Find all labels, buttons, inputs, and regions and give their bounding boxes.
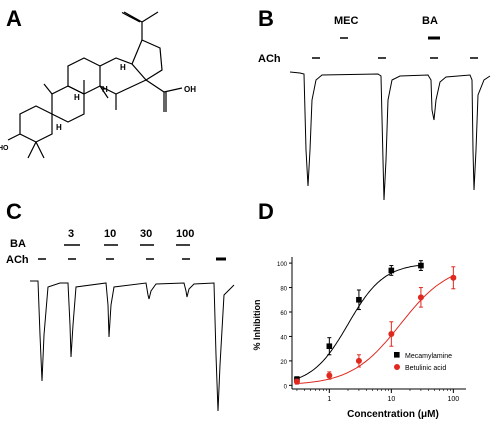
ach-application-bars-b: [312, 36, 478, 59]
legend-marker: [394, 352, 400, 358]
data-point: [355, 357, 362, 364]
data-point: [417, 294, 424, 301]
panel-d: D 0 20 40 60 80 100 1 10 100 Mecamylamine Betulin…: [240, 195, 500, 424]
y-tick-label: 60: [280, 311, 287, 317]
data-point: [388, 267, 395, 274]
y-tick-label: 0: [284, 384, 288, 390]
legend-label: Betulinic acid: [405, 365, 446, 372]
conc-3: 3: [68, 228, 75, 240]
panel-b: B MEC BA ACh: [250, 0, 500, 200]
conc-10: 10: [104, 228, 117, 240]
x-tick-label: 1: [327, 396, 331, 403]
data-point: [450, 274, 457, 281]
x-tick-label: 10: [387, 396, 395, 403]
panel-b-label: B: [258, 6, 274, 31]
y-tick-label: 80: [280, 287, 287, 293]
panel-d-label: D: [258, 199, 274, 224]
h-label-1: H: [120, 63, 126, 72]
y-tick-label: 20: [280, 360, 287, 366]
data-point: [388, 331, 395, 337]
data-point: [326, 372, 333, 379]
panel-a-label: A: [6, 6, 22, 31]
h-label-4: H: [56, 123, 62, 132]
acid-label: OH: [184, 85, 196, 94]
data-point: [356, 296, 362, 303]
h-label-3: H: [74, 93, 80, 102]
data-point: [293, 378, 300, 385]
mec-label: MEC: [334, 15, 359, 27]
y-axis-label: % Inhibition: [252, 300, 262, 351]
legend-marker: [394, 364, 400, 370]
conc-30: 30: [140, 228, 153, 240]
conc-100: 100: [176, 228, 195, 240]
betulinic-acid-structure: OH HO H H H H: [0, 11, 196, 159]
ach-label-c: ACh: [6, 254, 29, 266]
panel-c-traces: [30, 244, 235, 412]
x-tick-label: 100: [447, 396, 459, 403]
ach-label-b: ACh: [258, 53, 281, 65]
fit-curve: [296, 275, 454, 385]
panel-c: C 3 10 30 100 BA ACh: [0, 195, 240, 424]
panel-c-label: C: [6, 199, 22, 224]
x-axis-label: Concentration (μM): [347, 409, 439, 420]
trace-b: [289, 71, 491, 200]
panel-b-traces: [289, 36, 491, 200]
ba-label-c: BA: [10, 238, 26, 250]
data-point: [326, 343, 333, 350]
inhibition-chart: 0 20 40 60 80 100 1 10 100 Mecamylamine Betulinic…: [252, 257, 466, 420]
ba-label-b: BA: [422, 15, 438, 27]
panel-a: A OH HO H H H H: [0, 0, 240, 190]
hydroxyl-label: HO: [0, 145, 9, 152]
y-tick-label: 40: [280, 335, 287, 341]
data-point: [418, 262, 424, 269]
h-label-2: H: [102, 85, 108, 94]
legend-label: Mecamylamine: [405, 353, 452, 360]
y-tick-label: 100: [277, 262, 288, 268]
trace-c: [30, 280, 235, 412]
